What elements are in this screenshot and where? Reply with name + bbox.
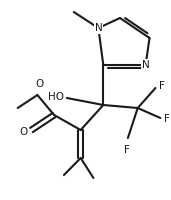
Text: N: N — [142, 60, 149, 70]
Text: O: O — [19, 127, 28, 137]
Text: F: F — [124, 145, 130, 155]
Text: HO: HO — [48, 92, 64, 102]
Text: O: O — [35, 79, 43, 89]
Text: F: F — [164, 114, 170, 124]
Text: N: N — [95, 23, 102, 33]
Text: F: F — [159, 81, 165, 91]
